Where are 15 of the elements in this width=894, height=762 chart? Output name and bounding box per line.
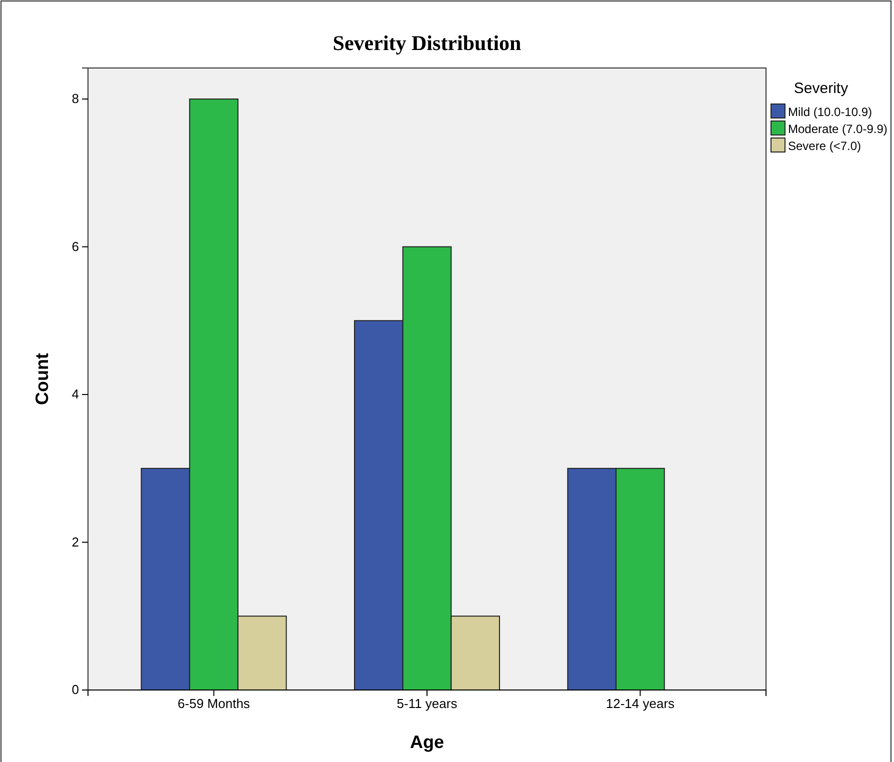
legend-label: Severe (<7.0) [788, 139, 862, 153]
y-tick-label: 8 [72, 91, 79, 106]
x-tick-label: 6-59 Months [178, 696, 250, 712]
legend-label: Mild (10.0-10.9) [788, 105, 872, 119]
chart-title: Severity Distribution [332, 31, 522, 55]
legend-label: Moderate (7.0-9.9) [788, 122, 888, 136]
y-tick-label: 6 [72, 238, 79, 254]
x-tick-label: 5-11 years [396, 696, 458, 712]
y-tick-label: 4 [72, 386, 79, 402]
legend-title: Severity [794, 80, 849, 97]
y-axis-title: Count [32, 353, 52, 405]
x-tick-label: 12-14 years [606, 696, 676, 712]
y-tick-label: 2 [72, 534, 79, 550]
x-axis-title: Age [410, 732, 444, 752]
y-tick-label: 0 [72, 682, 79, 698]
